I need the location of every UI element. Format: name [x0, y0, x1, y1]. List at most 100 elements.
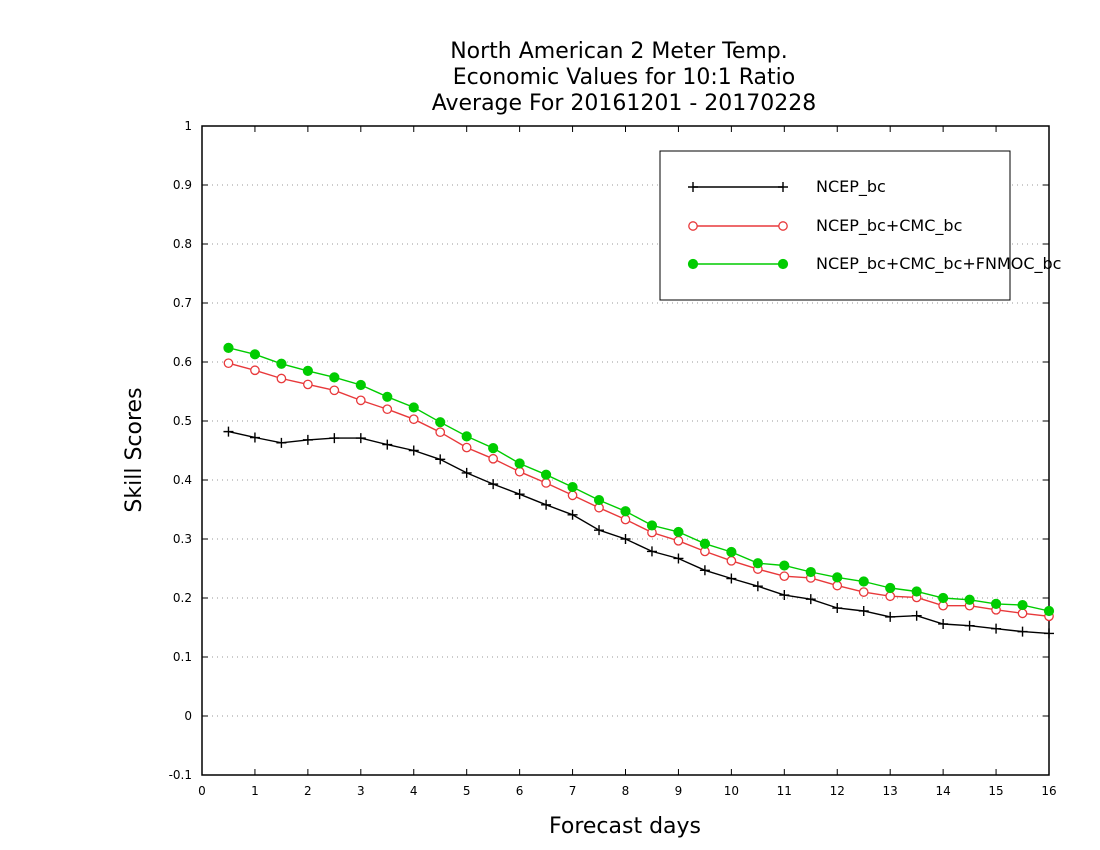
data-point — [514, 466, 525, 477]
data-point — [673, 526, 684, 538]
series-lines — [223, 342, 1055, 639]
data-point — [779, 590, 790, 601]
data-point — [276, 373, 287, 384]
data-point — [382, 404, 393, 415]
legend-item: NCEP_bc — [688, 177, 886, 197]
data-point — [249, 349, 261, 360]
x-tick-label: 9 — [675, 784, 683, 798]
data-point — [858, 587, 869, 597]
data-point — [805, 594, 816, 605]
data-point — [329, 385, 340, 396]
data-point — [778, 221, 788, 231]
x-tick-label: 7 — [569, 784, 577, 798]
data-point — [223, 358, 234, 369]
data-point — [1017, 599, 1028, 611]
data-point — [302, 434, 313, 445]
data-point — [461, 467, 472, 478]
data-point — [990, 598, 1002, 610]
legend-label: NCEP_bc+CMC_bc+FNMOC_bc — [816, 254, 1061, 274]
data-point — [461, 431, 472, 442]
legend: NCEP_bc NCEP_bc+CMC_bc NCEP_bc+CMC_bc+FNMO… — [659, 150, 1061, 301]
data-point — [858, 576, 869, 587]
y-tick-label: 0.2 — [173, 591, 192, 605]
data-point — [673, 535, 684, 546]
x-tick-label: 8 — [622, 784, 630, 798]
data-point — [885, 611, 896, 622]
x-tick-label: 10 — [724, 784, 739, 798]
series-1 — [223, 426, 1054, 639]
data-point — [752, 558, 763, 569]
data-point — [964, 594, 975, 605]
data-point — [355, 395, 366, 406]
series-line — [228, 347, 1050, 612]
x-tick-label: 4 — [410, 784, 418, 798]
data-point — [408, 414, 419, 425]
data-point — [223, 342, 234, 353]
legend-item: NCEP_bc+CMC_bc+FNMOC_bc — [687, 254, 1061, 274]
data-point — [687, 258, 699, 270]
data-point — [541, 478, 551, 488]
data-point — [329, 372, 340, 383]
data-point — [1017, 626, 1028, 637]
y-tick-label: 0.7 — [173, 296, 192, 310]
data-point — [1017, 608, 1028, 619]
data-point — [408, 402, 419, 413]
y-axis-ticks: -0.1 0 0.1 0.2 0.3 0.4 0.5 0.6 0.7 0.8 0.9 1 — [169, 119, 1049, 782]
data-point — [567, 509, 578, 520]
y-tick-label: 0.5 — [173, 414, 192, 428]
data-point — [276, 437, 287, 448]
data-point — [911, 586, 922, 597]
data-point — [938, 592, 949, 604]
data-point — [752, 581, 763, 592]
data-point — [488, 479, 499, 490]
data-point — [726, 546, 737, 558]
data-point — [382, 439, 393, 450]
data-point — [514, 458, 525, 469]
x-axis-ticks: 0 1 2 3 4 5 6 7 8 9 10 11 12 13 14 15 16 — [198, 126, 1057, 798]
data-point — [699, 565, 710, 576]
y-tick-label: 0.6 — [173, 355, 192, 369]
data-point — [302, 365, 313, 376]
data-point — [726, 555, 737, 566]
chart-title: North American 2 Meter Temp. Economic Va… — [432, 39, 817, 116]
data-point — [726, 573, 737, 584]
data-point — [699, 538, 711, 549]
data-point — [688, 221, 698, 231]
data-point — [435, 417, 446, 428]
data-point — [858, 605, 869, 616]
y-tick-label: 0.8 — [173, 237, 192, 251]
data-point — [488, 453, 499, 464]
data-point — [567, 490, 578, 501]
data-point — [620, 514, 631, 525]
data-point — [911, 610, 922, 621]
x-axis-label: Forecast days — [549, 814, 701, 839]
data-point — [688, 182, 698, 192]
chart-title-line-1: North American 2 Meter Temp. — [450, 39, 788, 64]
data-point — [1043, 605, 1055, 617]
legend-item: NCEP_bc+CMC_bc — [688, 216, 962, 236]
x-tick-label: 12 — [830, 784, 845, 798]
data-point — [832, 572, 843, 583]
data-point — [250, 365, 260, 376]
data-point — [355, 433, 366, 444]
data-point — [355, 379, 366, 391]
series-2 — [223, 358, 1054, 622]
data-point — [673, 553, 684, 564]
chart-title-line-3: Average For 20161201 - 20170228 — [432, 91, 817, 116]
data-point — [329, 433, 340, 444]
x-tick-label: 0 — [198, 784, 206, 798]
data-point — [223, 426, 234, 437]
data-point — [964, 620, 975, 631]
series-line — [228, 362, 1050, 617]
data-point — [461, 442, 472, 453]
legend-label: NCEP_bc — [816, 177, 886, 197]
data-point — [777, 258, 789, 270]
data-point — [540, 469, 552, 480]
y-tick-label: 0.1 — [173, 650, 192, 664]
x-tick-label: 1 — [251, 784, 259, 798]
data-point — [620, 506, 631, 517]
y-tick-label: 1 — [184, 119, 192, 133]
data-point — [541, 499, 552, 510]
legend-label: NCEP_bc+CMC_bc — [816, 216, 962, 236]
